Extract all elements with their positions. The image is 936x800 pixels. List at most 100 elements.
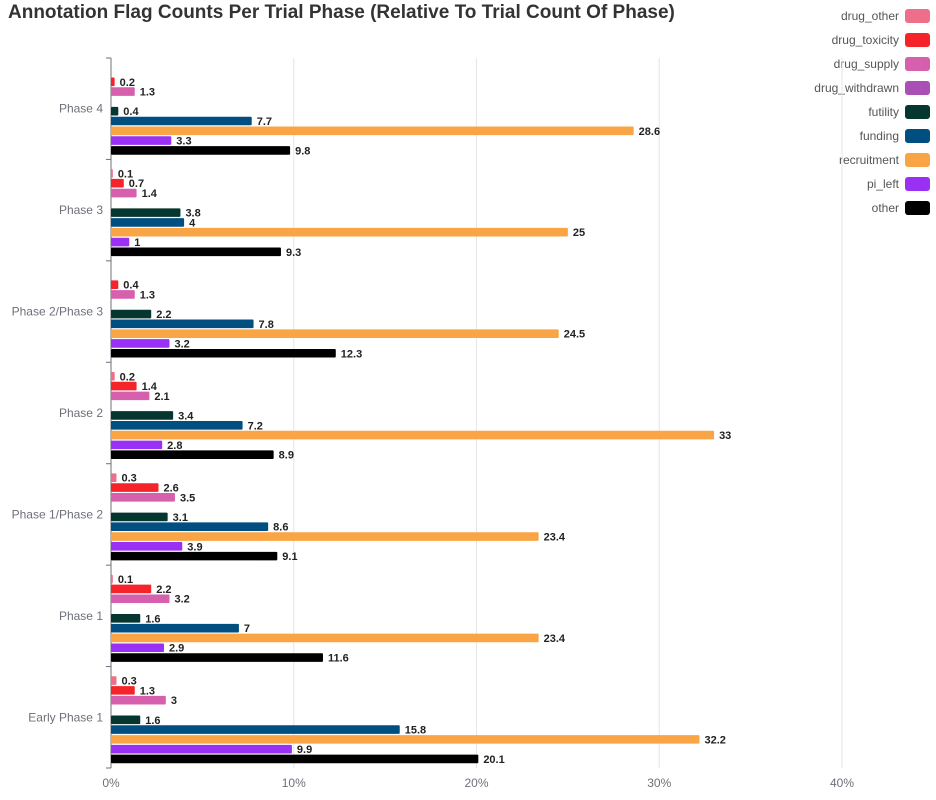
bar-funding xyxy=(111,218,185,227)
bar-other xyxy=(111,247,281,257)
bar-drug-other xyxy=(111,676,117,685)
bar-funding xyxy=(111,522,269,532)
x-tick-label: 40% xyxy=(830,776,854,790)
category-label: Phase 2/Phase 3 xyxy=(12,305,104,319)
data-label: 2.6 xyxy=(164,483,179,495)
data-label: 0.4 xyxy=(123,280,139,292)
bar-pi-left xyxy=(111,542,183,551)
bar-drug-supply xyxy=(111,695,166,705)
legend-item-pi-left[interactable]: pi_left xyxy=(760,172,930,196)
legend-label: drug_toxicity xyxy=(831,33,899,47)
legend-item-futility[interactable]: futility xyxy=(760,100,930,124)
legend-item-drug-toxicity[interactable]: drug_toxicity xyxy=(760,28,930,52)
legend-label: recruitment xyxy=(838,153,899,167)
legend-label: funding xyxy=(859,129,899,143)
category-label: Phase 1/Phase 2 xyxy=(12,507,104,521)
bar-pi-left xyxy=(111,643,164,653)
bar-pi-left xyxy=(111,440,163,450)
data-label: 28.6 xyxy=(639,126,660,138)
data-label: 0.1 xyxy=(118,168,133,180)
legend-item-funding[interactable]: funding xyxy=(760,124,930,148)
bar-drug-toxicity xyxy=(111,483,159,492)
data-label: 3.2 xyxy=(174,594,189,606)
data-label: 7.8 xyxy=(259,319,274,331)
bar-other xyxy=(111,754,479,764)
bar-drug-supply xyxy=(111,391,150,401)
category-label: Phase 3 xyxy=(59,203,103,217)
data-label: 1.6 xyxy=(145,613,160,625)
legend-item-other[interactable]: other xyxy=(760,196,930,220)
data-label: 12.3 xyxy=(341,348,362,360)
data-label: 2.1 xyxy=(154,391,169,403)
data-label: 3.1 xyxy=(173,512,188,524)
category-label: Phase 4 xyxy=(59,102,103,116)
data-label: 23.4 xyxy=(544,532,566,544)
bar-drug-supply xyxy=(111,493,175,502)
data-label: 8.9 xyxy=(279,450,294,462)
data-label: 1.4 xyxy=(142,381,158,393)
legend-label: other xyxy=(871,201,899,215)
data-label: 3 xyxy=(171,695,177,707)
bar-drug-supply xyxy=(111,87,135,96)
data-label: 9.8 xyxy=(295,145,310,157)
bar-drug-other xyxy=(111,574,113,584)
data-label: 2.9 xyxy=(169,643,184,655)
bar-other xyxy=(111,348,336,358)
data-label: 1.6 xyxy=(145,715,160,727)
data-label: 15.8 xyxy=(405,725,426,737)
bar-pi-left xyxy=(111,339,170,348)
bar-drug-supply xyxy=(111,188,137,198)
legend-item-drug-other[interactable]: drug_other xyxy=(760,4,930,28)
category-label: Early Phase 1 xyxy=(28,710,103,724)
bar-other xyxy=(111,551,278,561)
legend-swatch xyxy=(905,9,930,23)
bar-drug-other xyxy=(111,371,115,381)
bar-pi-left xyxy=(111,136,172,145)
bar-drug-toxicity xyxy=(111,584,152,594)
legend-swatch xyxy=(905,105,930,119)
bar-futility xyxy=(111,614,141,623)
bar-recruitment xyxy=(111,430,715,440)
data-label: 0.7 xyxy=(129,178,144,190)
legend-item-drug-supply[interactable]: drug_supply xyxy=(760,52,930,76)
bar-futility xyxy=(111,208,181,217)
category-label: Phase 1 xyxy=(59,609,103,623)
data-label: 3.9 xyxy=(187,541,202,553)
x-tick-label: 0% xyxy=(102,776,120,790)
bar-futility xyxy=(111,715,141,725)
bar-drug-other xyxy=(111,169,113,178)
legend-label: drug_supply xyxy=(833,57,899,71)
legend-swatch xyxy=(905,201,930,215)
data-label: 7.2 xyxy=(248,420,263,432)
data-label: 1.4 xyxy=(142,188,158,200)
bar-drug-toxicity xyxy=(111,280,119,289)
data-label: 25 xyxy=(573,227,585,239)
data-label: 0.2 xyxy=(120,77,135,89)
data-label: 0.3 xyxy=(121,676,136,688)
x-tick-label: 30% xyxy=(647,776,671,790)
legend-item-drug-withdrawn[interactable]: drug_withdrawn xyxy=(760,76,930,100)
data-label: 4 xyxy=(189,217,196,229)
data-label: 7 xyxy=(244,623,250,635)
bar-futility xyxy=(111,309,152,319)
bar-recruitment xyxy=(111,227,568,237)
data-label: 9.1 xyxy=(282,551,297,563)
data-label: 2.8 xyxy=(167,440,182,452)
data-label: 3.3 xyxy=(176,136,191,148)
bar-drug-other xyxy=(111,473,117,483)
bar-funding xyxy=(111,725,400,734)
bar-drug-toxicity xyxy=(111,381,137,391)
data-label: 9.9 xyxy=(297,744,312,756)
data-label: 1.3 xyxy=(140,685,155,697)
bar-futility xyxy=(111,411,174,420)
data-label: 2.2 xyxy=(156,584,171,596)
data-label: 11.6 xyxy=(328,653,349,665)
data-label: 23.4 xyxy=(544,633,566,645)
bar-other xyxy=(111,450,274,459)
legend-label: futility xyxy=(868,105,899,119)
data-label: 0.4 xyxy=(123,106,139,118)
data-label: 0.3 xyxy=(121,473,136,485)
legend-item-recruitment[interactable]: recruitment xyxy=(760,148,930,172)
bar-funding xyxy=(111,420,243,430)
